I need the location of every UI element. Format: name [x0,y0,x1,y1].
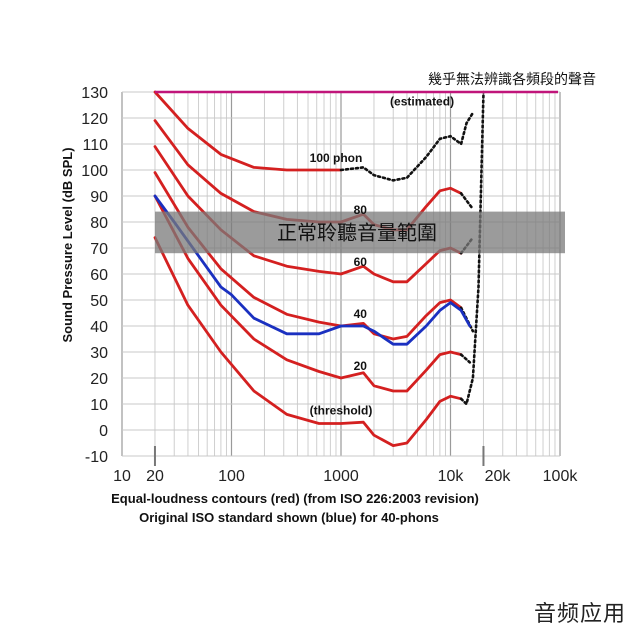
y-tick-label: 110 [82,137,108,154]
series-estimate-5 [339,111,475,182]
estimated-label: (estimated) [390,95,454,109]
x-tick-label: 100 [218,468,245,485]
series-estimate-4 [459,192,475,211]
normal-listening-band [155,211,565,254]
y-tick-label: 60 [90,267,108,284]
curve-label: 80 [354,203,368,217]
curve-label: 100 phon [310,151,363,165]
y-tick-label: 20 [90,371,108,388]
series-line-0 [153,236,463,447]
series-estimate-1 [459,353,472,364]
y-tick-label: 30 [90,345,108,362]
series-line-5 [153,90,343,172]
y-tick-label: 10 [90,397,108,414]
curve-label: 20 [354,359,368,373]
curve-label: (threshold) [310,403,373,417]
y-tick-label: 90 [90,189,108,206]
x-axis-caption-line-1: Equal-loudness contours (red) (from ISO … [111,491,479,506]
curve-label: 40 [354,307,368,321]
y-tick-label: 100 [81,163,108,180]
x-tick-label: 10k [438,468,465,485]
watermark-text: 音频应用 [533,602,626,627]
x-tick-label: 20 [146,468,164,485]
series-line-1 [153,194,463,393]
y-tick-label: 50 [90,293,108,310]
curve-label: 60 [354,255,368,269]
y-tick-label: 70 [90,241,108,258]
y-tick-label: 80 [90,215,108,232]
x-tick-label: 1000 [323,468,359,485]
curves [153,90,485,447]
x-tick-label: 100k [543,468,579,485]
y-axis-label: Sound Pressure Level (dB SPL) [60,147,75,342]
x-tick-label: 10 [113,468,131,485]
curve-labels: (threshold) 20 40 60 80 100 phon [310,151,373,417]
y-tick-label: 130 [81,85,108,102]
hearing-limit-label: 幾乎無法辨識各頻段的聲音 [428,71,596,88]
normal-listening-band-label: 正常聆聽音量範圍 [277,220,437,244]
x-axis-caption-line-2: Original ISO standard shown (blue) for 4… [139,510,439,525]
x-tick-label: 20k [485,468,512,485]
series-line-6 [153,194,472,346]
series-line-2 [153,171,463,341]
x-axis-ticks: 10 20 100 1000 10k 20k 100k [113,446,578,485]
y-tick-label: 40 [90,319,108,336]
y-tick-label: 0 [99,423,108,440]
y-tick-label: 120 [81,111,108,128]
y-tick-label: -10 [85,449,108,466]
